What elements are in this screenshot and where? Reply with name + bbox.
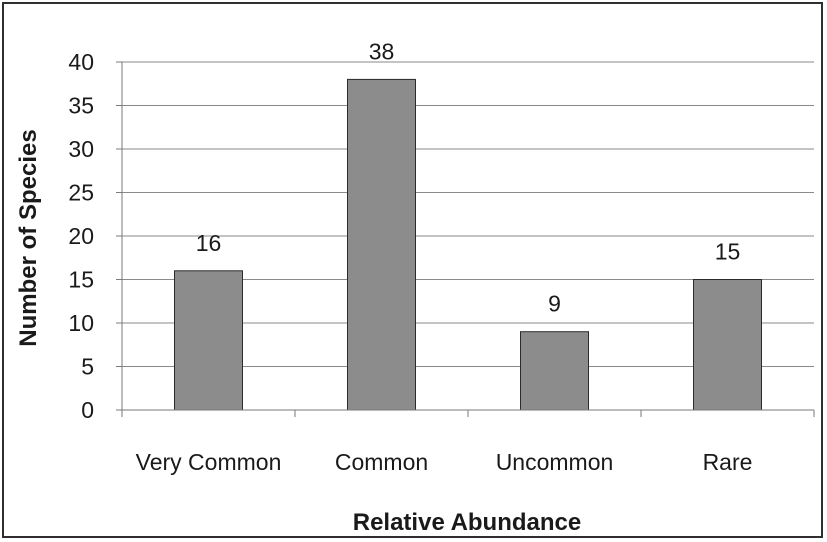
category-label: Common	[335, 449, 428, 475]
y-tick-label: 30	[68, 136, 94, 162]
bar	[174, 270, 243, 411]
data-label: 38	[369, 38, 395, 64]
y-tick-label: 10	[68, 310, 94, 336]
y-tick-label: 40	[68, 49, 94, 75]
bar	[347, 78, 416, 411]
bar	[520, 331, 589, 411]
x-axis-title: Relative Abundance	[353, 509, 582, 536]
data-label: 15	[715, 239, 741, 265]
y-axis-title: Number of Species	[15, 129, 42, 346]
bar	[693, 279, 762, 411]
y-tick-label: 25	[68, 180, 94, 206]
bars	[174, 78, 762, 411]
category-label: Uncommon	[496, 449, 614, 475]
y-tick-label: 15	[68, 267, 94, 293]
axes	[116, 61, 815, 417]
category-label: Very Common	[136, 449, 282, 475]
labels: 0 5 10 15 20 25 30 35 40 16 Very Common 38 Common 9 Un…	[68, 38, 752, 475]
y-tick-label: 5	[81, 354, 94, 380]
y-tick-label: 0	[81, 397, 94, 423]
y-tick-label: 20	[68, 223, 94, 249]
category-label: Rare	[703, 449, 753, 475]
data-label: 9	[548, 291, 561, 317]
y-tick-label: 35	[68, 93, 94, 119]
data-label: 16	[196, 230, 222, 256]
